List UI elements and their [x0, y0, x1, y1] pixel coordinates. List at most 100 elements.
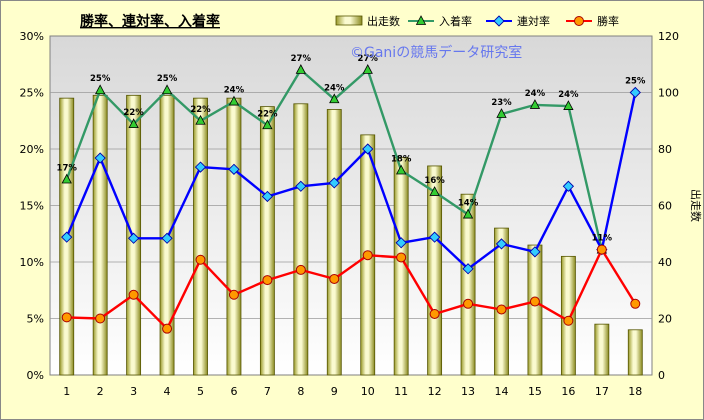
point-入着率	[429, 186, 440, 196]
data-label: 25%	[625, 77, 646, 87]
y-right-tick-label: 80	[658, 143, 672, 156]
point-勝率	[95, 313, 106, 324]
point-入着率	[61, 173, 72, 184]
point-入着率	[128, 118, 139, 129]
y-right-tick-label: 120	[658, 30, 679, 43]
point-入着率	[529, 99, 541, 109]
point-連対率	[462, 263, 474, 275]
point-入着率	[329, 93, 340, 104]
bar-出走数	[259, 106, 275, 376]
data-label: 25%	[157, 74, 178, 84]
legend-label-入着率: 入着率	[439, 14, 472, 28]
y-left-tick-label: 5%	[27, 313, 44, 326]
point-連対率	[362, 143, 374, 155]
x-tick-label: 15	[528, 385, 542, 398]
bar-出走数	[293, 103, 309, 376]
point-勝率	[429, 308, 440, 319]
point-連対率	[562, 180, 575, 192]
x-tick-label: 12	[428, 385, 442, 398]
point-連対率	[295, 180, 307, 192]
bar-出走数	[494, 227, 509, 376]
bar-出走数	[627, 329, 643, 376]
bar-出走数	[460, 193, 476, 376]
data-label: 24%	[525, 89, 546, 99]
bar-出走数	[326, 109, 342, 376]
y-right-axis-label: 出走数	[689, 189, 703, 222]
point-連対率	[395, 237, 407, 249]
x-tick-label: 4	[164, 385, 171, 398]
point-勝率	[262, 275, 273, 286]
legend-label-出走数: 出走数	[367, 14, 400, 28]
data-label: 22%	[190, 105, 211, 115]
legend-marker-入着率	[415, 15, 427, 25]
legend-marker-連対率	[493, 15, 505, 27]
point-入着率	[496, 108, 507, 118]
data-label: 14%	[458, 199, 479, 209]
legend-label-連対率: 連対率	[517, 14, 550, 28]
data-label: 24%	[558, 90, 579, 100]
y-left-tick-label: 10%	[20, 256, 44, 269]
point-入着率	[396, 164, 407, 175]
y-left-tick-label: 15%	[20, 200, 44, 213]
data-label: 27%	[358, 54, 379, 64]
y-right-tick-label: 40	[658, 256, 672, 269]
point-連対率	[529, 246, 541, 258]
y-left-tick-label: 0%	[27, 369, 44, 382]
bar-出走数	[560, 255, 576, 376]
y-right-tick-label: 0	[658, 369, 665, 382]
point-連対率	[261, 190, 274, 203]
y-right-tick-label: 100	[658, 87, 679, 100]
data-label: 22%	[123, 108, 144, 118]
point-勝率	[329, 273, 340, 284]
bar-出走数	[393, 157, 409, 376]
data-label: 25%	[90, 74, 111, 84]
point-入着率	[462, 208, 474, 219]
point-勝率	[128, 289, 139, 300]
point-入着率	[362, 64, 373, 74]
data-label: 27%	[291, 54, 312, 64]
series-line-勝率	[66, 248, 637, 330]
data-label: 16%	[424, 176, 445, 186]
x-tick-label: 3	[130, 385, 137, 398]
y-left-tick-label: 30%	[20, 30, 44, 43]
point-連対率	[127, 232, 140, 244]
point-入着率	[262, 119, 273, 130]
point-勝率	[295, 264, 306, 275]
data-label: 17%	[57, 164, 78, 174]
bar-出走数	[594, 323, 610, 376]
y-left-tick-label: 20%	[20, 143, 44, 156]
point-勝率	[496, 304, 507, 315]
x-tick-label: 16	[561, 385, 575, 398]
x-tick-label: 14	[495, 385, 509, 398]
point-勝率	[463, 298, 474, 309]
x-tick-label: 2	[97, 385, 104, 398]
watermark: ©Ganiの競馬データ研究室	[350, 44, 522, 61]
point-連対率	[428, 231, 441, 243]
point-入着率	[295, 64, 306, 74]
bar-出走数	[226, 97, 242, 376]
x-tick-label: 5	[197, 385, 204, 398]
point-勝率	[563, 315, 574, 326]
chart-title: 勝率、連対率、入着率	[80, 13, 220, 30]
bar-出走数	[193, 97, 208, 376]
x-tick-label: 9	[331, 385, 338, 398]
point-勝率	[630, 298, 641, 309]
point-連対率	[61, 231, 73, 243]
data-label: 22%	[257, 109, 278, 119]
data-label: 24%	[224, 86, 245, 96]
point-連対率	[328, 177, 340, 189]
x-tick-label: 6	[230, 385, 237, 398]
point-連対率	[629, 86, 641, 99]
data-label: 24%	[324, 83, 345, 93]
x-tick-label: 13	[461, 385, 475, 398]
point-入着率	[95, 84, 106, 95]
point-連対率	[94, 152, 106, 164]
x-tick-label: 10	[361, 385, 375, 398]
point-入着率	[161, 84, 173, 95]
point-入着率	[563, 100, 574, 110]
x-tick-label: 7	[264, 385, 271, 398]
y-right-tick-label: 20	[658, 313, 672, 326]
data-label: 23%	[491, 98, 512, 108]
point-連対率	[194, 161, 207, 173]
